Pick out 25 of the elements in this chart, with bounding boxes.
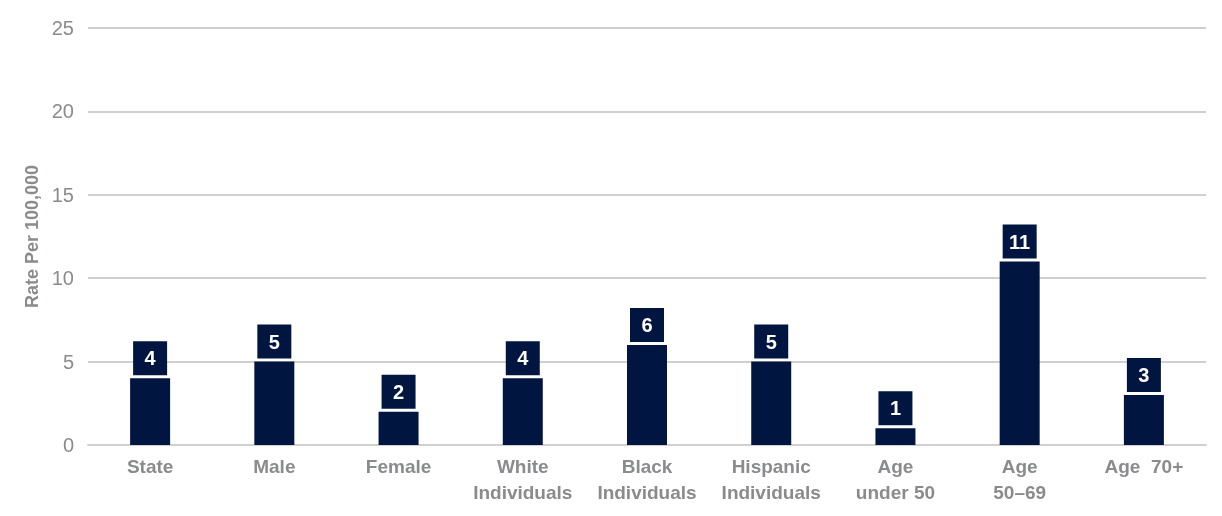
data-label: 6 (641, 313, 653, 336)
x-tick-label: Age 50–69 (993, 455, 1047, 503)
data-label: 4 (144, 347, 157, 370)
x-tick-label: State (126, 455, 174, 477)
y-tick-label: 5 (62, 350, 74, 373)
data-label: 3 (1138, 363, 1150, 386)
x-tick-label: Hispanic Individuals (721, 455, 821, 503)
data-label: 5 (765, 330, 777, 353)
y-tick-label: 25 (51, 17, 74, 39)
x-tick-label: Female (365, 455, 432, 477)
data-label: 11 (1009, 230, 1031, 253)
y-tick-label: 20 (51, 100, 74, 123)
x-tick-label: Age 70+ (1104, 455, 1184, 477)
y-tick-label: 0 (62, 434, 74, 456)
x-tick-label: Male (253, 455, 296, 477)
data-label: 2 (392, 380, 405, 403)
data-label: 1 (889, 397, 902, 420)
data-label: 4 (517, 347, 530, 370)
y-tick-label: 10 (51, 267, 74, 290)
x-tick-label: Black Individuals (597, 455, 697, 503)
x-tick-label: White Individuals (473, 455, 573, 503)
x-tick-label: Age under 50 (855, 455, 936, 503)
y-tick-label: 15 (51, 183, 74, 206)
data-label: 5 (268, 330, 280, 353)
y-axis-title: Rate Per 100,000 (21, 164, 42, 309)
